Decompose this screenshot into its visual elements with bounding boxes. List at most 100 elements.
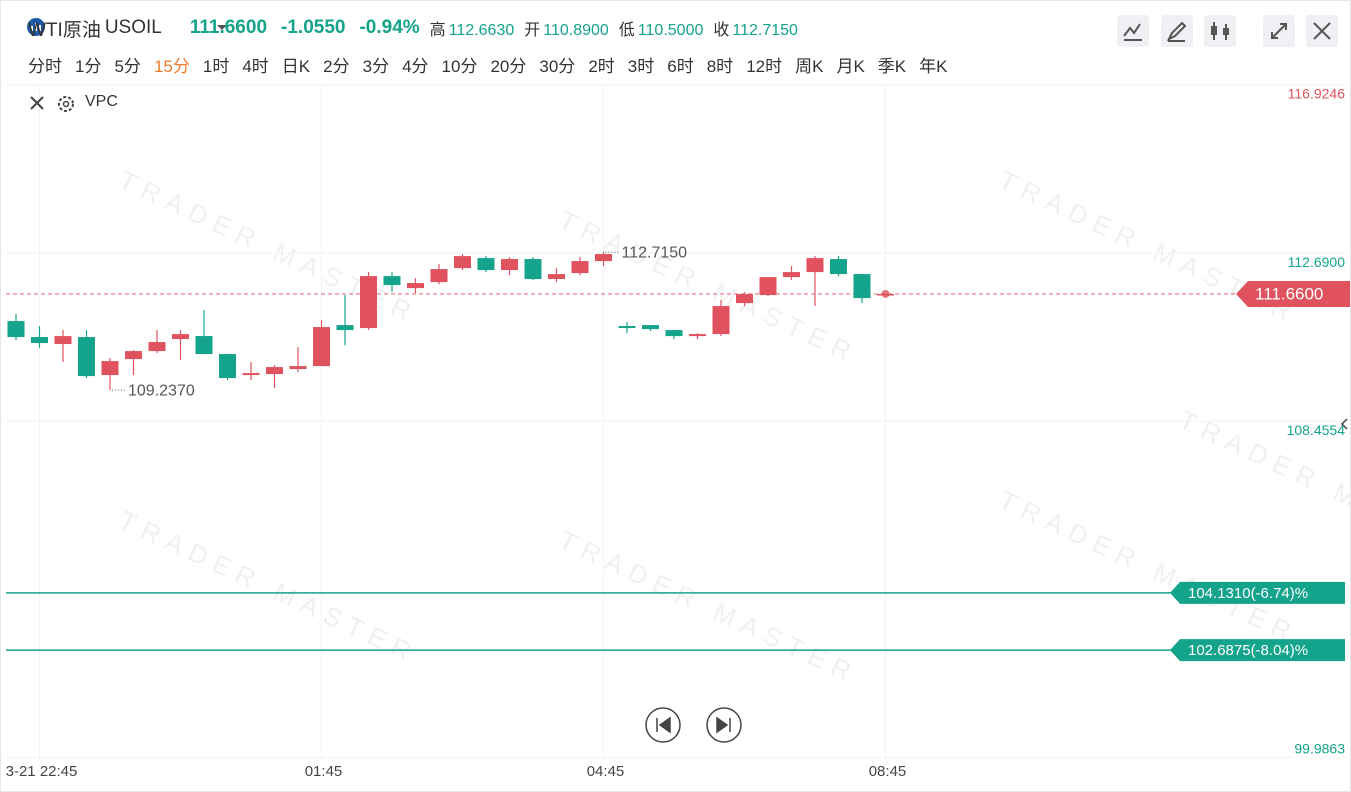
stats: 高 112.6630 开 110.8900 低 110.5000 收 112.7150 <box>420 16 798 40</box>
x-tick-label: 01:45 <box>305 763 343 780</box>
timeframe[interactable]: 1分 <box>75 57 102 76</box>
y-tick-label: 112.6900 <box>1288 254 1346 270</box>
candle-body <box>7 321 25 338</box>
candle-body <box>759 277 777 296</box>
timeframe[interactable]: 10分 <box>441 57 478 76</box>
stat: 收 112.7150 <box>713 16 798 40</box>
stat: 开 110.8900 <box>524 16 609 40</box>
stat: 高 112.6630 <box>430 16 515 40</box>
watermark: TRADER MASTER <box>555 524 864 689</box>
indicator-settings[interactable] <box>58 96 74 112</box>
x-tick-label: 3-21 22:45 <box>6 763 78 780</box>
candle-body <box>148 342 166 352</box>
timeframe[interactable]: 3分 <box>362 57 390 76</box>
timeframe[interactable]: 30分 <box>539 57 576 76</box>
timeframe[interactable]: 15分 <box>153 57 190 76</box>
candle-body <box>642 325 659 330</box>
timeframe[interactable]: 周K <box>795 57 824 76</box>
candle-body <box>195 336 213 355</box>
candle-body <box>853 274 871 299</box>
y-tick-label: 116.9246 <box>1288 86 1346 102</box>
timeframe[interactable]: 年K <box>919 57 948 76</box>
stat-value: 110.5000 <box>637 22 704 39</box>
candle-body <box>571 261 589 274</box>
candle-body <box>783 272 800 278</box>
level-tag <box>1170 581 1345 604</box>
current-dot <box>881 289 890 298</box>
candle-body <box>618 326 636 329</box>
candle-body <box>407 283 424 289</box>
candle-body <box>54 336 72 345</box>
candle-body <box>172 334 189 340</box>
change: -1.0550 <box>281 17 346 38</box>
stat-label: 收 <box>713 22 730 39</box>
stat: 低 110.5000 <box>619 16 704 40</box>
candle-body <box>125 351 142 360</box>
candle-body <box>78 337 95 377</box>
candle-body <box>430 269 448 283</box>
candle-body <box>266 367 283 375</box>
instrument-name: WTI原油 <box>28 19 101 41</box>
candle-body <box>101 361 119 376</box>
y-tick-label: 108.4554 <box>1287 422 1346 438</box>
level-label: 104.1310(-6.74)% <box>1188 585 1308 602</box>
timeframe[interactable]: 日K <box>281 57 311 76</box>
candle-body <box>31 337 48 344</box>
candle-body <box>665 330 683 337</box>
candle-body <box>313 327 330 367</box>
candle-body <box>501 259 518 271</box>
indicator-name: VPC <box>85 93 118 110</box>
timeframe[interactable]: 月K <box>836 57 865 76</box>
y-tick-label: 99.9863 <box>1294 741 1345 757</box>
toolbar <box>27 15 1348 743</box>
annotation-label: 109.2370 <box>128 382 195 399</box>
stat-value: 112.6630 <box>448 22 515 39</box>
timeframe[interactable]: 8时 <box>706 57 734 76</box>
timeframe[interactable]: 6时 <box>667 57 694 76</box>
candle-body <box>477 258 495 271</box>
timeframe[interactable]: 4时 <box>242 57 269 76</box>
timeframe[interactable]: 2时 <box>588 57 615 76</box>
timeframe[interactable]: 2分 <box>323 57 350 76</box>
candle-body <box>689 334 706 337</box>
indicator: VPC <box>28 93 118 111</box>
level-label: 102.6875(-8.04)% <box>1188 642 1308 659</box>
candle-body <box>524 259 542 280</box>
x-tick-label: 04:45 <box>587 763 625 780</box>
candle-body <box>548 274 565 280</box>
watermark: TRADER MASTER <box>555 204 864 369</box>
candle-body <box>454 256 471 269</box>
timeframe[interactable]: 分时 <box>28 57 62 76</box>
stat-label: 高 <box>429 22 446 39</box>
symbol[interactable]: USOIL <box>104 17 162 38</box>
candle-body <box>595 254 612 262</box>
stat-value: 112.7150 <box>732 22 798 39</box>
watermark: TRADER MASTER <box>995 484 1304 649</box>
candle-body <box>336 325 354 331</box>
timeframe[interactable]: 4分 <box>402 57 429 76</box>
header: WTI原油 USOIL 111.6600 -1.0550 -0.94% 高 112… <box>28 14 798 42</box>
candle-body <box>806 258 824 273</box>
timeframe[interactable]: 1时 <box>202 57 230 76</box>
candle-body <box>242 373 260 376</box>
timeframe[interactable]: 5分 <box>114 57 141 76</box>
remove-indicator[interactable] <box>30 96 44 110</box>
candle-body <box>289 366 307 370</box>
candle-body <box>830 259 847 275</box>
x-tick-label: 08:45 <box>869 763 907 780</box>
timeframe[interactable]: 20分 <box>490 57 527 76</box>
change-percent: -0.94% <box>359 17 420 38</box>
candle-body <box>360 276 377 329</box>
candle-body <box>383 276 401 286</box>
level-tag <box>1170 639 1345 662</box>
annotation-label: 112.7150 <box>622 244 688 261</box>
timeframe[interactable]: 3时 <box>627 57 655 76</box>
draw-tool[interactable] <box>1161 15 1193 47</box>
candle-tool[interactable] <box>1204 15 1236 47</box>
timeframe[interactable]: 季K <box>877 57 907 76</box>
candle-body <box>712 306 730 335</box>
chart-background: TRADER MASTER TRADER MASTER TRADER MASTER T… <box>6 84 1351 760</box>
timeframe[interactable]: 12时 <box>746 57 783 76</box>
stat-value: 110.8900 <box>543 22 609 39</box>
